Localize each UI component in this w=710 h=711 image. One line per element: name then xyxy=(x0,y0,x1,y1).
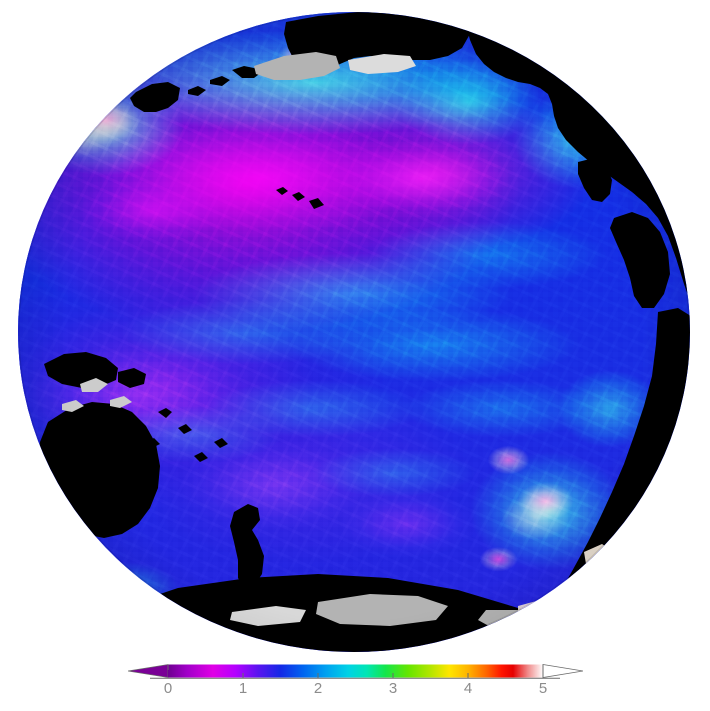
land-overlay xyxy=(18,12,690,652)
globe-map[interactable] xyxy=(18,12,690,652)
colorbar-tick-label-4: 4 xyxy=(464,680,472,697)
colorbar-tick-label-0: 0 xyxy=(164,680,172,697)
highvalue-coastal-chile xyxy=(518,600,552,618)
land-south-america xyxy=(564,308,690,600)
nodata-north-patch xyxy=(348,54,416,74)
colorbar-tick-label-1: 1 xyxy=(239,680,247,697)
land-new-guinea xyxy=(44,352,146,388)
land-new-zealand xyxy=(230,504,264,588)
land-baja-california xyxy=(578,158,612,202)
colorbar-tick-label-2: 2 xyxy=(314,680,322,697)
globe-disc xyxy=(18,12,690,652)
colorbar-tick-label-5: 5 xyxy=(539,680,547,697)
land-pacific-islands xyxy=(146,408,228,462)
land-central-america xyxy=(610,212,670,308)
nodata-sw-pacific xyxy=(62,378,132,412)
colorbar-tick-label-3: 3 xyxy=(389,680,397,697)
colorbar-ticks xyxy=(167,664,544,679)
globe-limb xyxy=(18,12,690,652)
land-hawaii xyxy=(276,187,324,209)
land-australia xyxy=(38,402,160,538)
colorbar-extend-low xyxy=(128,664,169,678)
colorbar-gradient xyxy=(168,664,543,678)
nodata-bering-ice xyxy=(254,52,340,80)
nodata-antarctic-ice-2 xyxy=(230,606,306,626)
land-kamchatka-kurils xyxy=(130,82,180,112)
colorbar[interactable]: 0 1 2 3 4 5 xyxy=(128,661,583,701)
colorbar-extend-high xyxy=(542,664,583,678)
